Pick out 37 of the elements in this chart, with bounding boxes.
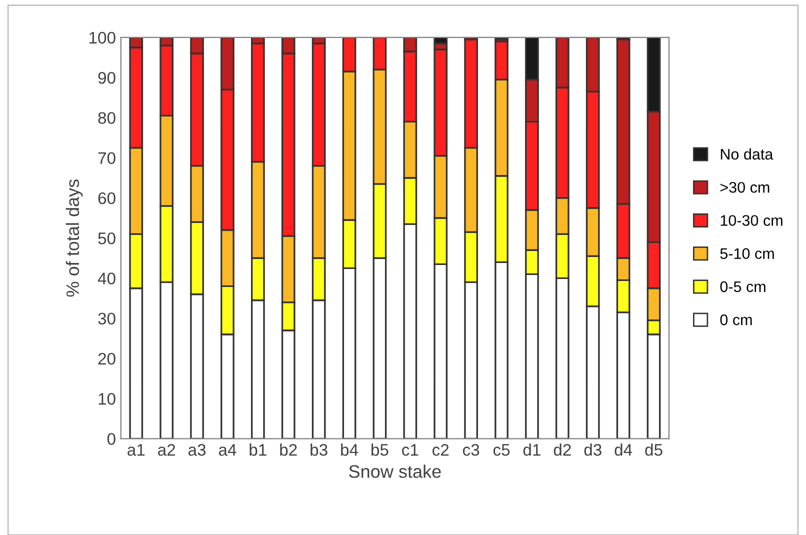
legend-label: 0-5 cm	[720, 281, 766, 292]
x-tick-label: d1	[523, 444, 540, 456]
y-tick-label: 70	[98, 152, 116, 164]
y-tick-label: 90	[98, 72, 116, 84]
x-tick-label: a4	[218, 444, 236, 456]
x-axis-title: Snow stake	[349, 464, 441, 478]
legend-label: No data	[720, 148, 774, 160]
y-tick-label: 40	[98, 272, 116, 284]
legend-label: 5-10 cm	[720, 248, 774, 260]
y-tick-label: 30	[98, 312, 116, 325]
y-tick-label: 20	[98, 352, 116, 365]
y-tick-label: 100	[90, 32, 116, 44]
x-tick-label: b5	[372, 444, 388, 456]
y-tick-label: 0	[107, 433, 116, 445]
y-tick-label: 60	[98, 192, 116, 204]
y-tick-label: 80	[98, 112, 116, 124]
x-tick-label: a3	[188, 444, 206, 456]
x-tick-label: c1	[402, 444, 418, 456]
x-tick-label: a2	[158, 444, 176, 456]
legend-label: >30 cm	[720, 182, 770, 193]
x-tick-label: d4	[614, 444, 632, 456]
x-tick-label: c5	[493, 444, 510, 456]
x-tick-label: a1	[128, 444, 145, 456]
x-tick-label: c2	[432, 444, 449, 456]
legend-label: 10-30 cm	[720, 215, 782, 226]
x-tick-label: b3	[310, 444, 328, 456]
x-tick-label: d5	[645, 444, 662, 456]
x-tick-label: b4	[341, 444, 358, 456]
legend-label: 0 cm	[720, 314, 752, 326]
x-tick-label: d3	[584, 444, 602, 456]
x-tick-label: b2	[280, 444, 297, 456]
x-tick-label: b1	[250, 444, 266, 456]
x-tick-label: c3	[462, 444, 480, 456]
y-axis-title: % of total days	[66, 180, 83, 297]
x-tick-label: d2	[554, 444, 571, 456]
y-tick-label: 50	[98, 232, 116, 244]
y-tick-label: 10	[98, 392, 116, 405]
